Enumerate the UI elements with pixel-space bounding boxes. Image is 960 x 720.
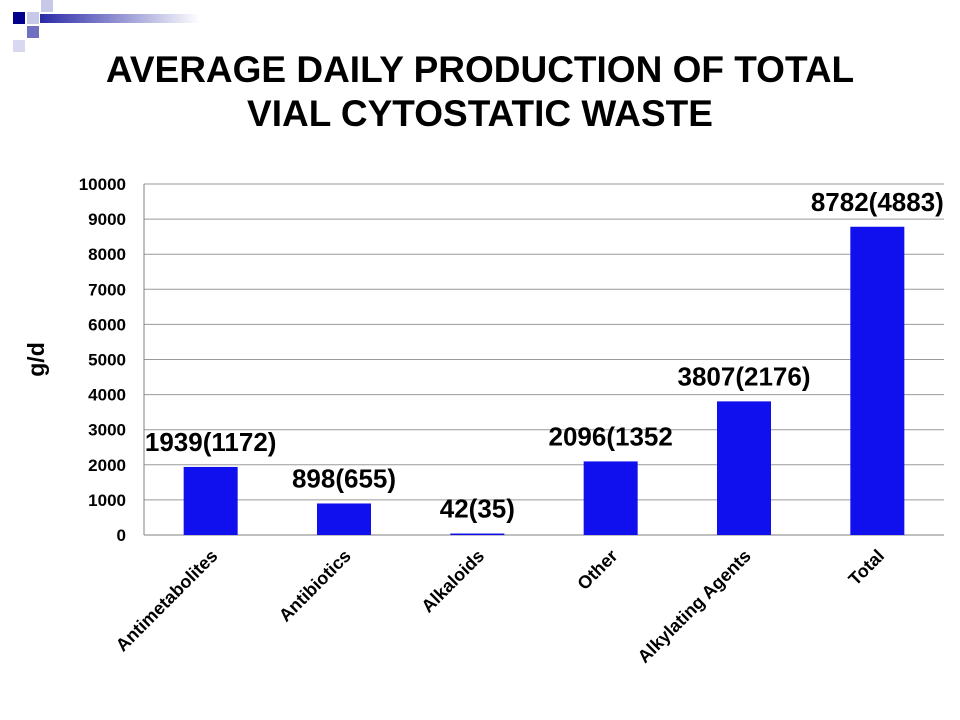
data-label: 42(35) [440, 494, 515, 524]
gradient-rule [40, 14, 200, 23]
y-tick-label: 5000 [88, 351, 126, 370]
y-tick-label: 6000 [88, 315, 126, 334]
data-label: 3807(2176) [678, 361, 811, 391]
slide-title-line-1: AVERAGE DAILY PRODUCTION OF TOTAL [105, 49, 855, 90]
bar-antibiotics [317, 503, 371, 535]
y-tick-label: 4000 [88, 386, 126, 405]
y-tick-label: 1000 [88, 491, 126, 510]
y-tick-label: 0 [117, 526, 126, 545]
y-axis-title: g/d [23, 342, 49, 377]
y-tick-label: 10000 [79, 175, 126, 194]
bar-alkaloids [450, 533, 505, 536]
slide-title: AVERAGE DAILY PRODUCTION OF TOTAL VIAL C… [0, 48, 960, 136]
data-label: 1939(1172) [145, 427, 277, 457]
y-tick-label: 2000 [88, 456, 126, 475]
x-tick-label: Other [573, 546, 621, 594]
x-tick-label: Antibiotics [275, 546, 355, 626]
bar-alkylating-agents [717, 401, 771, 535]
decor-square [41, 0, 53, 12]
data-label: 2096(1352 [548, 421, 672, 451]
x-tick-label: Antimetabolites [112, 546, 222, 656]
y-tick-label: 3000 [88, 421, 126, 440]
bar-other [583, 461, 638, 535]
title-bar-decoration [13, 0, 200, 52]
decor-square [13, 12, 25, 24]
y-tick-label: 9000 [88, 210, 126, 229]
decor-square [27, 26, 39, 38]
slide-title-line-2: VIAL CYTOSTATIC WASTE [247, 93, 713, 134]
data-label: 898(655) [292, 463, 396, 493]
decor-square [27, 12, 39, 24]
data-label: 8782(4883) [811, 187, 944, 217]
decor-square [13, 40, 25, 52]
x-tick-label: Alkylating Agents [634, 546, 755, 667]
y-tick-label: 8000 [88, 245, 126, 264]
bar-antimetabolites [183, 466, 238, 535]
x-tick-label: Total [845, 546, 889, 590]
y-tick-label: 7000 [88, 280, 126, 299]
x-tick-label: Alkaloids [417, 546, 488, 617]
bar-total [850, 226, 905, 535]
